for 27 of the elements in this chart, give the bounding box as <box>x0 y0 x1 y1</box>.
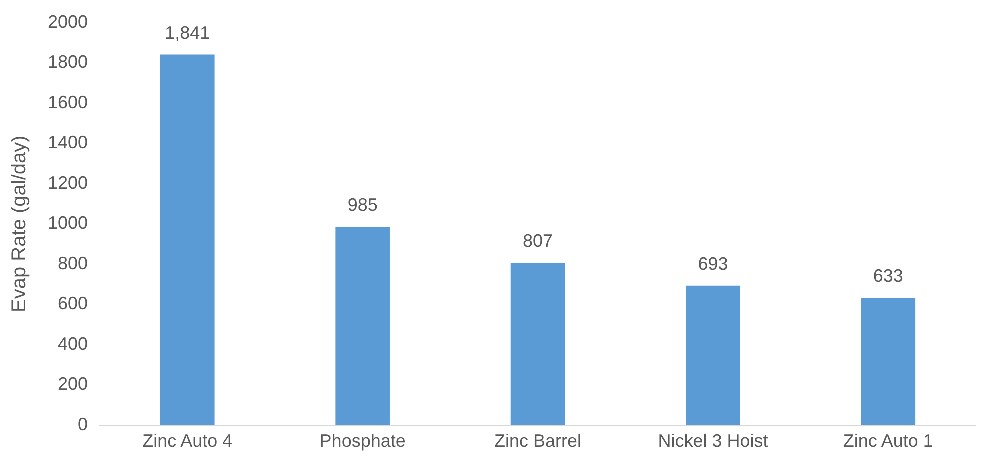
x-tick-label: Zinc Barrel <box>494 431 582 452</box>
x-tick-label: Zinc Auto 4 <box>142 431 233 452</box>
y-tick-label: 0 <box>78 414 88 434</box>
bar <box>861 298 916 426</box>
data-label: 693 <box>698 254 728 274</box>
bar <box>686 286 740 426</box>
data-label: 985 <box>348 195 378 216</box>
data-label: 1,841 <box>165 22 210 43</box>
bar <box>336 227 390 426</box>
x-tick-label: Phosphate <box>320 431 406 452</box>
y-tick-label: 400 <box>58 334 88 354</box>
bar <box>160 54 215 426</box>
y-tick-label: 1800 <box>48 52 88 72</box>
y-tick-label: 1000 <box>48 213 88 234</box>
x-tick-label: Nickel 3 Hoist <box>658 431 768 452</box>
data-label: 807 <box>523 230 554 251</box>
y-tick-label: 1600 <box>48 92 88 112</box>
y-axis-title: Evap Rate (gal/day) <box>8 136 31 312</box>
y-tick-label: 1200 <box>48 172 88 193</box>
bar <box>510 262 566 426</box>
data-label: 633 <box>873 266 904 286</box>
x-tick-label: Zinc Auto 1 <box>843 431 934 452</box>
y-tick-label: 600 <box>58 294 88 314</box>
y-tick-label: 200 <box>58 374 88 394</box>
y-tick-label: 800 <box>58 253 88 274</box>
y-tick-label: 1400 <box>48 132 88 153</box>
y-tick-label: 2000 <box>48 12 88 32</box>
